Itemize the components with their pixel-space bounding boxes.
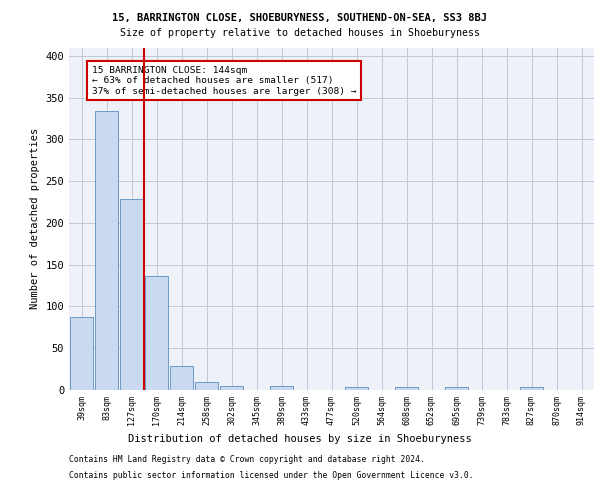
- Y-axis label: Number of detached properties: Number of detached properties: [30, 128, 40, 310]
- Bar: [270, 386, 293, 390]
- Bar: [70, 318, 93, 390]
- Text: 15, BARRINGTON CLOSE, SHOEBURYNESS, SOUTHEND-ON-SEA, SS3 8BJ: 15, BARRINGTON CLOSE, SHOEBURYNESS, SOUT…: [113, 12, 487, 22]
- Bar: [195, 382, 218, 390]
- Bar: [170, 366, 193, 390]
- Bar: [520, 388, 543, 390]
- Text: Contains public sector information licensed under the Open Government Licence v3: Contains public sector information licen…: [69, 470, 473, 480]
- Bar: [445, 388, 468, 390]
- Text: Size of property relative to detached houses in Shoeburyness: Size of property relative to detached ho…: [120, 28, 480, 38]
- Bar: [120, 198, 143, 390]
- Bar: [145, 276, 168, 390]
- Bar: [95, 111, 118, 390]
- Bar: [220, 386, 243, 390]
- Text: Distribution of detached houses by size in Shoeburyness: Distribution of detached houses by size …: [128, 434, 472, 444]
- Text: 15 BARRINGTON CLOSE: 144sqm
← 63% of detached houses are smaller (517)
37% of se: 15 BARRINGTON CLOSE: 144sqm ← 63% of det…: [91, 66, 356, 96]
- Bar: [345, 388, 368, 390]
- Text: Contains HM Land Registry data © Crown copyright and database right 2024.: Contains HM Land Registry data © Crown c…: [69, 456, 425, 464]
- Bar: [395, 388, 418, 390]
